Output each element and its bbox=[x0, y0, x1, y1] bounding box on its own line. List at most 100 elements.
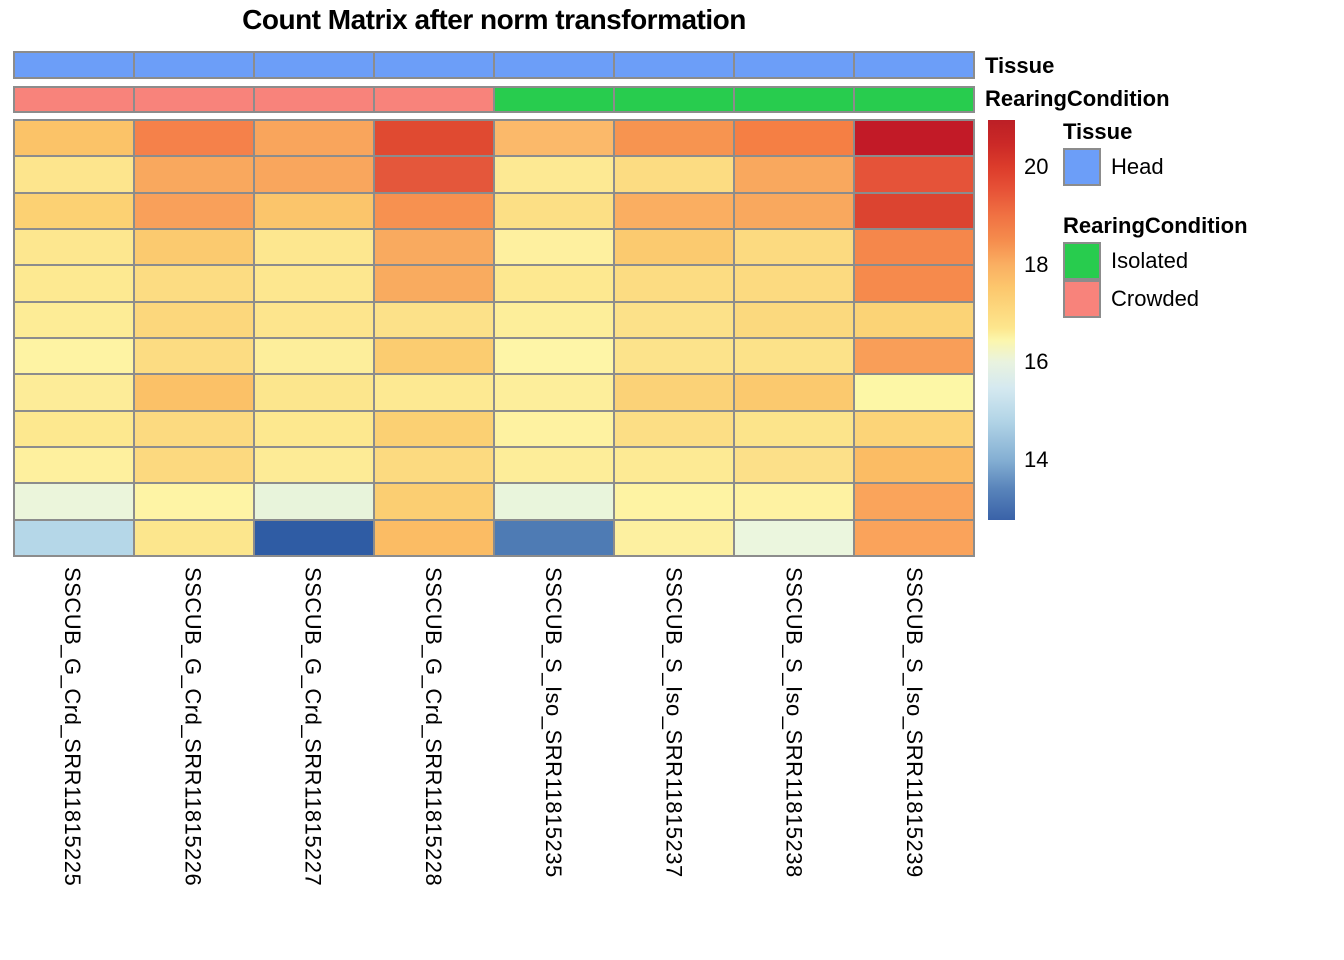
heatmap-cell bbox=[855, 157, 973, 192]
heatmap-cell bbox=[495, 411, 613, 446]
heatmap-cell bbox=[495, 193, 613, 228]
heatmap-cell bbox=[855, 411, 973, 446]
heatmap-cell bbox=[495, 121, 613, 156]
heatmap-cell bbox=[255, 520, 373, 555]
heatmap-cell bbox=[855, 338, 973, 374]
heatmap-cell bbox=[735, 302, 853, 337]
heatmap-cell bbox=[375, 447, 493, 483]
heatmap-cell bbox=[855, 302, 973, 337]
tissue-annotation-cell bbox=[255, 53, 373, 77]
heatmap-cell bbox=[615, 375, 733, 410]
legend-rearing-title: RearingCondition bbox=[1063, 213, 1248, 238]
heatmap-cell bbox=[15, 157, 133, 192]
column-label: SSCUB_S_Iso_SRR11815237 bbox=[661, 567, 687, 878]
heatmap-cell bbox=[735, 193, 853, 228]
legend-swatch-head bbox=[1063, 148, 1101, 186]
heatmap-cell bbox=[135, 266, 253, 301]
heatmap-cell bbox=[15, 121, 133, 156]
heatmap-cell bbox=[255, 411, 373, 446]
heatmap-cell bbox=[375, 266, 493, 301]
heatmap-cell bbox=[735, 484, 853, 519]
heatmap-cell bbox=[135, 411, 253, 446]
tissue-annotation-cell bbox=[135, 53, 253, 77]
heatmap-cell bbox=[135, 302, 253, 337]
heatmap-cell bbox=[615, 302, 733, 337]
heatmap-cell bbox=[15, 447, 133, 483]
rearing-annotation-cell bbox=[495, 88, 613, 111]
heatmap-cell bbox=[615, 484, 733, 519]
colorbar-tick: 18 bbox=[1024, 252, 1049, 277]
legend-tissue-title: Tissue bbox=[1063, 119, 1133, 144]
rearing-annotation-bar bbox=[13, 86, 975, 113]
heatmap-cell bbox=[375, 411, 493, 446]
legend-label-head: Head bbox=[1111, 154, 1164, 179]
heatmap-cell bbox=[615, 157, 733, 192]
heatmap-cell bbox=[375, 193, 493, 228]
heatmap-cell bbox=[855, 229, 973, 265]
heatmap-cell bbox=[495, 157, 613, 192]
tissue-annotation-cell bbox=[15, 53, 133, 77]
heatmap-cell bbox=[615, 411, 733, 446]
heatmap-cell bbox=[615, 520, 733, 555]
legend-label-crowded: Crowded bbox=[1111, 286, 1200, 311]
rearing-annotation-cell bbox=[255, 88, 373, 111]
heatmap-cell bbox=[135, 229, 253, 265]
rearing-annotation-row-label: RearingCondition bbox=[985, 86, 1170, 111]
heatmap-cell bbox=[135, 520, 253, 555]
tissue-annotation-cell bbox=[735, 53, 853, 77]
heatmap-cell bbox=[255, 484, 373, 519]
heatmap-cell bbox=[855, 121, 973, 156]
heatmap-cell bbox=[375, 375, 493, 410]
legend-label-isolated: Isolated bbox=[1111, 248, 1189, 273]
heatmap-cell bbox=[255, 157, 373, 192]
heatmap-cell bbox=[15, 375, 133, 410]
heatmap-cell bbox=[15, 338, 133, 374]
rearing-annotation-cell bbox=[855, 88, 973, 111]
heatmap-cell bbox=[855, 266, 973, 301]
heatmap-cell bbox=[15, 302, 133, 337]
heatmap-cell bbox=[855, 484, 973, 519]
rearing-annotation-cell bbox=[375, 88, 493, 111]
heatmap-cell bbox=[135, 375, 253, 410]
heatmap-cell bbox=[735, 266, 853, 301]
column-label: SSCUB_G_Crd_SRR11815228 bbox=[420, 567, 446, 887]
heatmap-cell bbox=[135, 193, 253, 228]
heatmap-cell bbox=[255, 447, 373, 483]
heatmap-cell bbox=[735, 121, 853, 156]
heatmap-cell bbox=[375, 121, 493, 156]
heatmap-cell bbox=[255, 338, 373, 374]
heatmap-cell bbox=[495, 229, 613, 265]
heatmap-cell bbox=[615, 338, 733, 374]
heatmap-cell bbox=[135, 121, 253, 156]
column-label: SSCUB_S_Iso_SRR11815235 bbox=[541, 567, 567, 878]
heatmap-cell bbox=[735, 229, 853, 265]
heatmap-cell bbox=[375, 338, 493, 374]
heatmap-cell bbox=[855, 520, 973, 555]
heatmap-cell bbox=[495, 266, 613, 301]
heatmap-cell bbox=[615, 447, 733, 483]
heatmap-cell bbox=[375, 484, 493, 519]
heatmap-cell bbox=[615, 121, 733, 156]
heatmap-cell bbox=[735, 520, 853, 555]
column-label: SSCUB_G_Crd_SRR11815226 bbox=[180, 567, 206, 887]
heatmap-cell bbox=[255, 121, 373, 156]
heatmap-cell bbox=[495, 447, 613, 483]
heatmap-cell bbox=[495, 375, 613, 410]
heatmap-cell bbox=[15, 266, 133, 301]
heatmap-cell bbox=[15, 229, 133, 265]
rearing-annotation-cell bbox=[15, 88, 133, 111]
heatmap-cell bbox=[735, 411, 853, 446]
heatmap-cell bbox=[855, 375, 973, 410]
colorbar-gradient bbox=[988, 120, 1015, 520]
tissue-annotation-cell bbox=[495, 53, 613, 77]
heatmap-cell bbox=[735, 447, 853, 483]
heatmap-cell bbox=[255, 229, 373, 265]
heatmap-cell bbox=[495, 338, 613, 374]
heatmap-cell bbox=[495, 484, 613, 519]
heatmap-cell bbox=[15, 520, 133, 555]
legend-swatch-crowded bbox=[1063, 280, 1101, 318]
heatmap-cell bbox=[495, 302, 613, 337]
heatmap-cell bbox=[135, 157, 253, 192]
heatmap-grid bbox=[13, 119, 975, 557]
